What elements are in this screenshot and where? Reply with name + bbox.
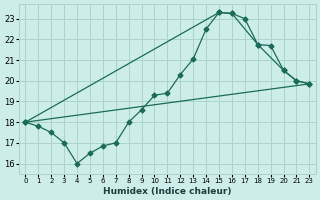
X-axis label: Humidex (Indice chaleur): Humidex (Indice chaleur) xyxy=(103,187,232,196)
